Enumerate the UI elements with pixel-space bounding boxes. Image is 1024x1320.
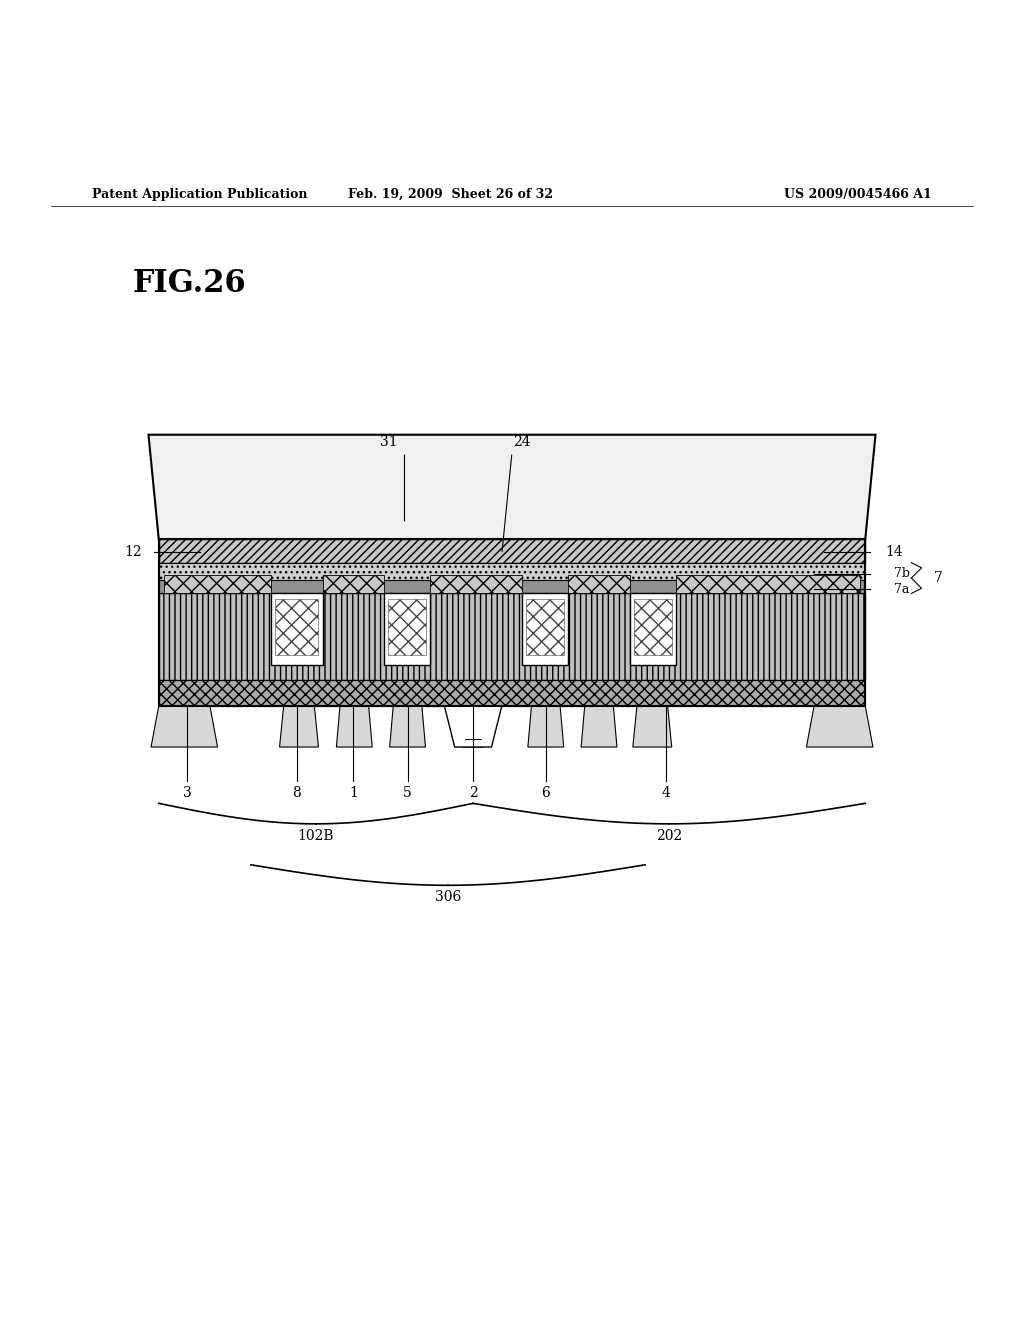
Text: US 2009/0045466 A1: US 2009/0045466 A1 [784,187,932,201]
Text: 7: 7 [934,572,943,585]
Text: 3: 3 [183,787,191,800]
Bar [568,576,630,594]
Bar [164,576,271,594]
Text: 12: 12 [124,545,142,560]
Text: 14: 14 [885,545,903,560]
Text: 7a: 7a [894,583,909,595]
Text: 1: 1 [349,787,357,800]
Bar [323,576,384,594]
Text: 8: 8 [293,787,301,800]
Polygon shape [633,706,672,747]
Text: Patent Application Publication: Patent Application Publication [92,187,307,201]
Bar [159,562,865,579]
Text: 2: 2 [469,787,477,800]
Bar [630,594,676,665]
Text: 6: 6 [542,787,550,800]
Bar [526,598,564,655]
Bar [634,598,672,655]
Text: 24: 24 [513,434,531,449]
Polygon shape [528,706,563,747]
Text: 202: 202 [656,829,682,843]
Polygon shape [336,706,373,747]
Bar [275,598,318,655]
Text: 5: 5 [403,787,412,800]
Bar [384,594,430,665]
Polygon shape [807,706,872,747]
Text: FIG.26: FIG.26 [133,268,247,298]
Bar [522,594,568,665]
Polygon shape [389,706,426,747]
Polygon shape [148,434,876,539]
Text: 306: 306 [435,891,461,904]
Bar [271,594,323,665]
Bar [388,598,426,655]
Polygon shape [280,706,318,747]
Bar [430,576,522,594]
Polygon shape [458,706,488,747]
Text: 31: 31 [380,434,398,449]
Text: Feb. 19, 2009  Sheet 26 of 32: Feb. 19, 2009 Sheet 26 of 32 [348,187,553,201]
Polygon shape [444,706,502,747]
Text: 7b: 7b [894,568,910,581]
Polygon shape [582,706,616,747]
Text: 102B: 102B [298,829,334,843]
Bar [159,681,865,706]
Bar [676,576,860,594]
Polygon shape [152,706,217,747]
Bar [159,594,865,681]
Bar [159,539,865,562]
Text: 4: 4 [662,787,670,800]
Bar [159,579,865,594]
